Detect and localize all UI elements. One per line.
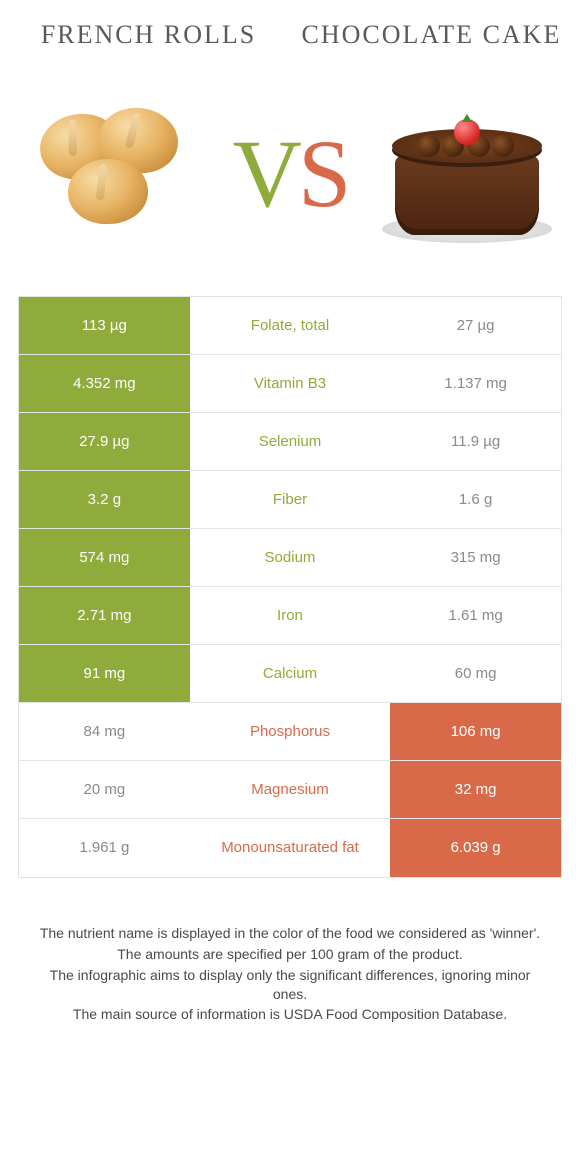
right-value: 106 mg <box>390 703 561 760</box>
left-value: 3.2 g <box>19 471 190 528</box>
left-value: 1.961 g <box>19 819 190 877</box>
nutrient-label: Fiber <box>190 471 391 528</box>
left-value: 91 mg <box>19 645 190 702</box>
nutrient-label: Folate, total <box>190 297 391 354</box>
table-row: 2.71 mgIron1.61 mg <box>19 587 561 645</box>
left-food-image <box>18 89 208 259</box>
right-value: 27 µg <box>390 297 561 354</box>
left-title: FRENCH ROLLS <box>18 20 279 50</box>
nutrient-label: Calcium <box>190 645 391 702</box>
right-value: 1.137 mg <box>390 355 561 412</box>
footnotes: The nutrient name is displayed in the co… <box>18 924 562 1024</box>
left-value: 20 mg <box>19 761 190 818</box>
right-value: 32 mg <box>390 761 561 818</box>
right-value: 60 mg <box>390 645 561 702</box>
table-row: 113 µgFolate, total27 µg <box>19 297 561 355</box>
nutrient-label: Magnesium <box>190 761 391 818</box>
left-value: 2.71 mg <box>19 587 190 644</box>
right-food-image <box>372 89 562 259</box>
chocolate-cake-icon <box>382 99 552 249</box>
left-value: 4.352 mg <box>19 355 190 412</box>
table-row: 3.2 gFiber1.6 g <box>19 471 561 529</box>
nutrient-label: Selenium <box>190 413 391 470</box>
table-row: 20 mgMagnesium32 mg <box>19 761 561 819</box>
comparison-table: 113 µgFolate, total27 µg4.352 mgVitamin … <box>18 296 562 878</box>
infographic-root: FRENCH ROLLS CHOCOLATE CAKE VS 113 µgFol… <box>0 0 580 1024</box>
table-row: 91 mgCalcium60 mg <box>19 645 561 703</box>
left-value: 84 mg <box>19 703 190 760</box>
right-value: 1.61 mg <box>390 587 561 644</box>
table-row: 4.352 mgVitamin B31.137 mg <box>19 355 561 413</box>
nutrient-label: Phosphorus <box>190 703 391 760</box>
nutrient-label: Sodium <box>190 529 391 586</box>
left-value: 574 mg <box>19 529 190 586</box>
titles-row: FRENCH ROLLS CHOCOLATE CAKE <box>18 20 562 50</box>
hero-row: VS <box>18 74 562 274</box>
right-value: 11.9 µg <box>390 413 561 470</box>
footnote-line: The infographic aims to display only the… <box>34 966 546 1004</box>
footnote-line: The main source of information is USDA F… <box>34 1005 546 1024</box>
nutrient-label: Vitamin B3 <box>190 355 391 412</box>
table-row: 27.9 µgSelenium11.9 µg <box>19 413 561 471</box>
french-rolls-icon <box>28 104 198 244</box>
right-value: 6.039 g <box>390 819 561 877</box>
right-value: 1.6 g <box>390 471 561 528</box>
right-value: 315 mg <box>390 529 561 586</box>
nutrient-label: Monounsaturated fat <box>190 819 391 877</box>
left-value: 113 µg <box>19 297 190 354</box>
table-row: 574 mgSodium315 mg <box>19 529 561 587</box>
left-value: 27.9 µg <box>19 413 190 470</box>
table-row: 84 mgPhosphorus106 mg <box>19 703 561 761</box>
vs-label: VS <box>233 126 348 222</box>
nutrient-label: Iron <box>190 587 391 644</box>
right-title: CHOCOLATE CAKE <box>301 20 562 50</box>
footnote-line: The nutrient name is displayed in the co… <box>34 924 546 943</box>
footnote-line: The amounts are specified per 100 gram o… <box>34 945 546 964</box>
table-row: 1.961 gMonounsaturated fat6.039 g <box>19 819 561 877</box>
